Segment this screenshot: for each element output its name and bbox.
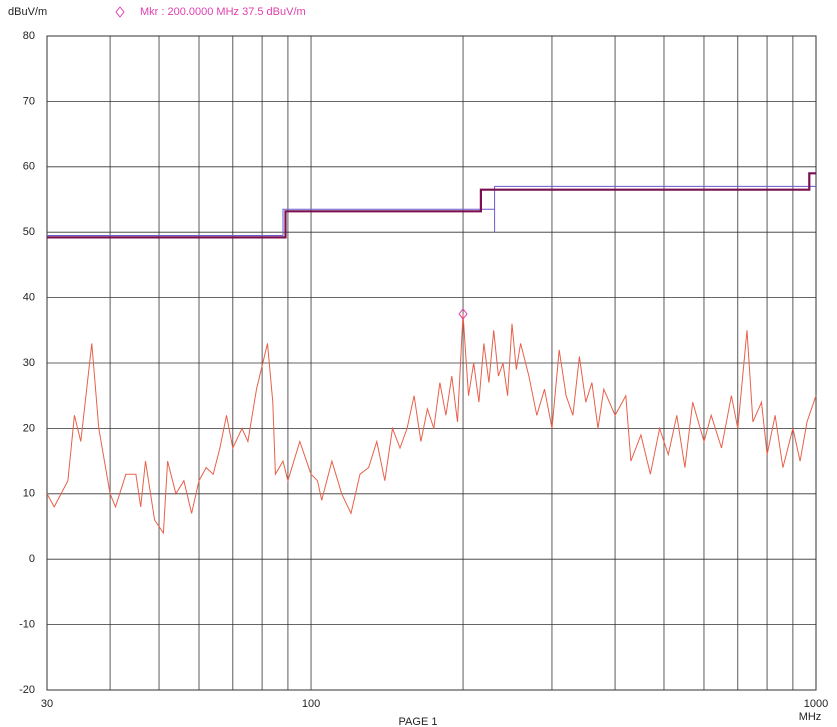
y-tick-label: -20 bbox=[19, 684, 35, 696]
y-tick-label: -10 bbox=[19, 619, 35, 631]
marker bbox=[458, 308, 468, 320]
footer: PAGE 1 bbox=[399, 716, 438, 727]
x-unit: MHz bbox=[799, 711, 822, 723]
y-tick-label: 40 bbox=[23, 292, 35, 304]
marker-label: Mkr : 200.0000 MHz 37.5 dBuV/m bbox=[140, 6, 306, 18]
y-tick-label: 30 bbox=[23, 357, 35, 369]
y-tick-label: 0 bbox=[29, 553, 35, 565]
series-line bbox=[46, 313, 817, 535]
y-tick-label: 20 bbox=[23, 422, 35, 434]
y-tick-label: 10 bbox=[23, 488, 35, 500]
x-tick-label: 100 bbox=[302, 698, 320, 710]
x-tick-label: 30 bbox=[41, 698, 53, 710]
y-tick-label: 80 bbox=[23, 30, 35, 42]
y-tick-label: 60 bbox=[23, 161, 35, 173]
series-line bbox=[47, 185, 816, 236]
series-line bbox=[47, 172, 816, 239]
y-tick-label: 50 bbox=[23, 226, 35, 238]
y-tick-label: 70 bbox=[23, 95, 35, 107]
y-axis-label: dBuV/m bbox=[8, 6, 47, 18]
x-tick-label: 1000 bbox=[804, 698, 828, 710]
marker-legend-icon bbox=[115, 6, 125, 18]
